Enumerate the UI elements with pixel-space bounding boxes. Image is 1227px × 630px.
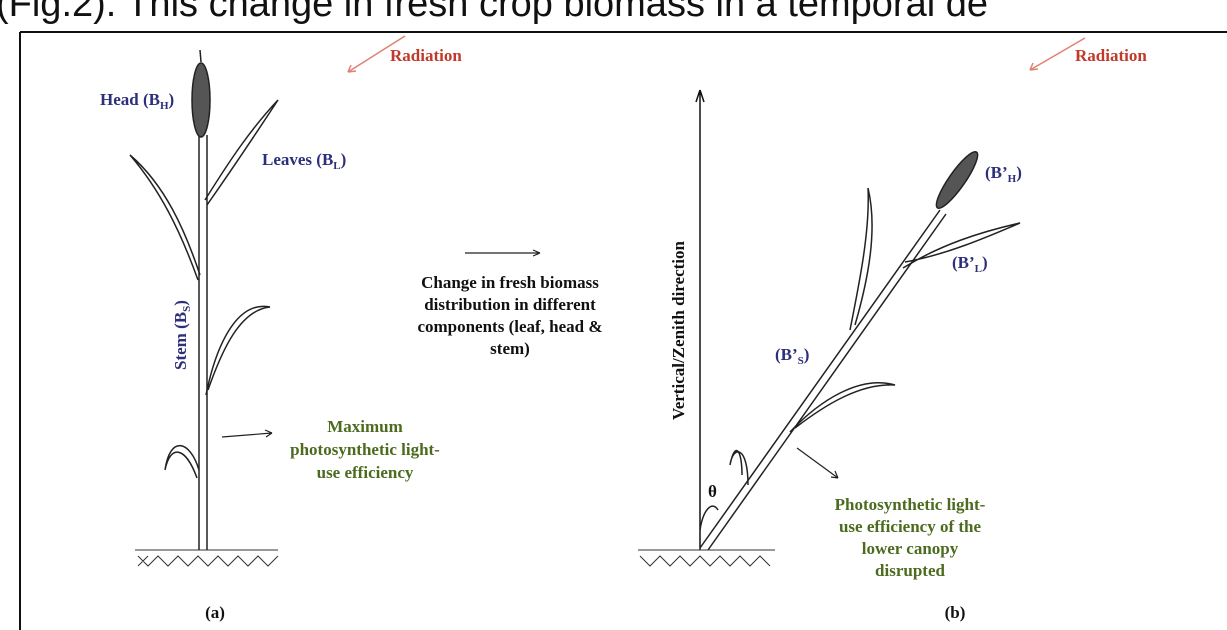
leaves-label: (B’L) (952, 253, 988, 275)
label-text: (B’ (775, 345, 798, 364)
label-end: ) (982, 253, 988, 272)
label-sub: H (160, 100, 169, 112)
plant-b (699, 151, 1021, 551)
text-line: use efficiency of the (839, 517, 982, 536)
label-sub: S (181, 306, 193, 312)
stem-label: Stem (BS) (171, 300, 193, 370)
vertical-label: Vertical/Zenith direction (669, 240, 688, 420)
text-line: stem) (490, 339, 530, 358)
text-line: Maximum (327, 417, 403, 436)
label-text: Leaves (B (262, 150, 333, 169)
caption: (Fig.2). This change in fresh crop bioma… (0, 0, 988, 25)
label-sub: L (975, 263, 982, 275)
radiation-label: Radiation (1075, 46, 1147, 65)
radiation-arrow (347, 35, 1086, 73)
label-text: Stem (B (171, 312, 190, 370)
text-line: Change in fresh biomass (421, 273, 599, 292)
text-line: components (leaf, head & (417, 317, 602, 336)
label-text: (B’ (985, 163, 1008, 182)
ground-a (135, 549, 279, 567)
text-line: lower canopy (862, 539, 959, 558)
text-line: photosynthetic light- (290, 440, 440, 459)
plant-a (129, 49, 279, 550)
label-end: ) (804, 345, 810, 364)
text-line: use efficiency (317, 463, 414, 482)
label-end: ) (1016, 163, 1022, 182)
label-end: ) (341, 150, 347, 169)
leaves-label: Leaves (BL) (262, 150, 346, 172)
label-sub: L (333, 160, 340, 172)
panel-label: (b) (945, 603, 966, 622)
label-sub: S (798, 355, 804, 367)
label-end: ) (171, 300, 190, 306)
text-line: disrupted (875, 561, 945, 580)
disrupted-text: Photosynthetic light- use efficiency of … (835, 495, 986, 580)
label-end: ) (169, 90, 175, 109)
ground-b (638, 549, 775, 567)
max-efficiency-text: Maximum photosynthetic light- use effici… (290, 417, 440, 482)
change-text: Change in fresh biomass distribution in … (417, 273, 602, 358)
text-line: distribution in different (424, 295, 596, 314)
label-sub: H (1008, 173, 1017, 185)
text-line: Photosynthetic light- (835, 495, 986, 514)
arrow (221, 249, 839, 479)
head-label: Head (BH) (100, 90, 174, 112)
panel-label: (a) (205, 603, 225, 622)
radiation-label: Radiation (390, 46, 462, 65)
vertical-axis (695, 89, 705, 550)
head-label: (B’H) (985, 163, 1022, 185)
label-text: (B’ (952, 253, 975, 272)
theta: θ (708, 482, 717, 501)
label-text: Head (B (100, 90, 160, 109)
stem-label: (B’S) (775, 345, 809, 367)
